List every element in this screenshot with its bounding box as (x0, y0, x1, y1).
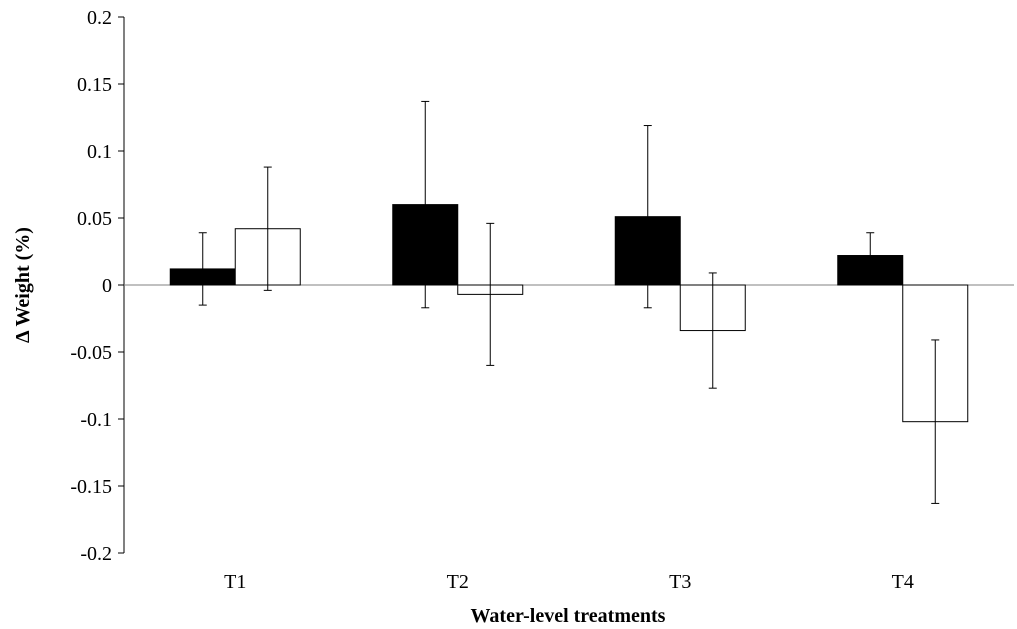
x-tick-label: T2 (447, 571, 469, 593)
y-tick-label: 0.05 (77, 208, 112, 230)
x-tick-label: T3 (669, 571, 691, 593)
y-tick-label: 0.1 (87, 141, 112, 163)
x-tick-label: T4 (892, 571, 914, 593)
y-tick-label: -0.2 (80, 543, 112, 565)
bars (169, 204, 969, 423)
y-tick-labels: 0.2 0.15 0.1 0.05 0 -0.05 -0.1 -0.15 -0.2 (70, 7, 112, 565)
x-axis-title: Water-level treatments (471, 605, 666, 627)
y-tick-label: -0.1 (80, 409, 112, 431)
y-tick-label: 0 (102, 275, 112, 297)
y-tick-label: 0.2 (87, 7, 112, 29)
y-tick-label: 0.15 (77, 74, 112, 96)
x-tick-labels: T1 T2 T3 T4 (224, 571, 914, 593)
y-tick-label: -0.05 (70, 342, 112, 364)
x-tick-label: T1 (224, 571, 246, 593)
y-tick-label: -0.15 (70, 476, 112, 498)
y-axis-title: Δ Weight (%) (12, 227, 34, 343)
error-bars (198, 100, 940, 504)
